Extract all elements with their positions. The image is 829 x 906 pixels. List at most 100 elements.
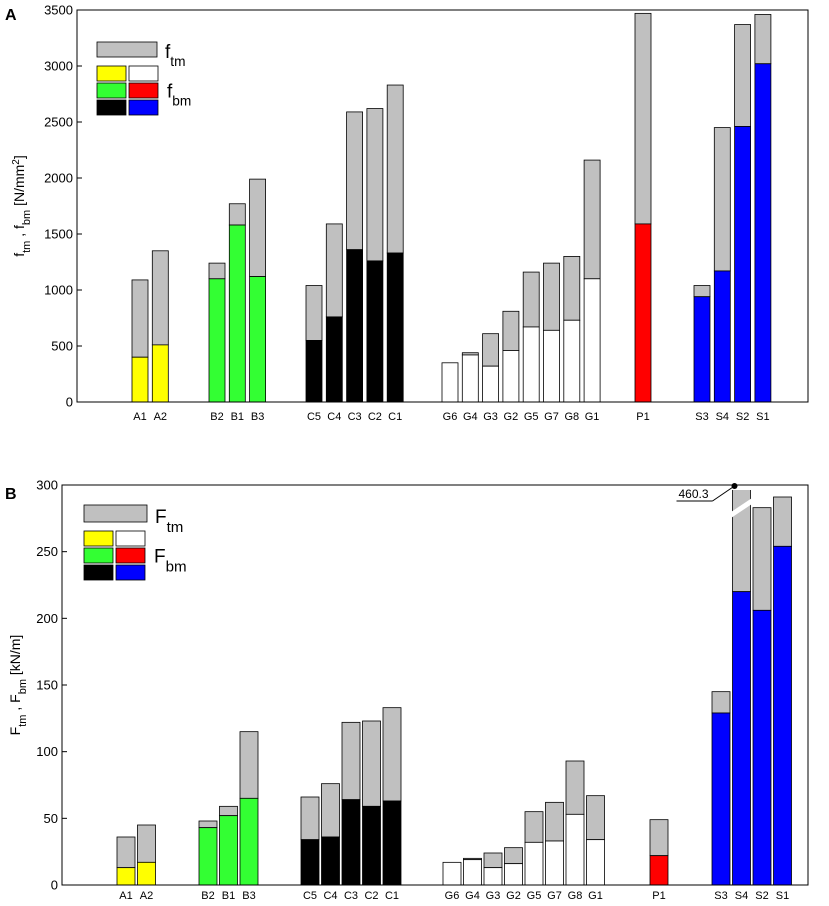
bar-ftm-c5 <box>300 796 320 841</box>
bar-ftm-g1 <box>586 795 605 841</box>
legend-swatch-c <box>83 564 114 581</box>
y-tick-label: 150 <box>36 678 58 693</box>
category-label: S2 <box>736 411 749 423</box>
category-label: P1 <box>652 890 665 902</box>
bar-ftm-g2 <box>502 310 520 351</box>
category-label: G4 <box>465 890 480 902</box>
bar-fbm-g7 <box>543 329 560 403</box>
bar-fbm-b2 <box>208 278 226 403</box>
category-label: B2 <box>210 411 223 423</box>
bar-fbm-g6 <box>441 362 459 403</box>
bar-fbm-a2 <box>137 861 156 886</box>
bar-ftm-c5 <box>305 285 323 341</box>
y-tick-label: 500 <box>51 339 73 354</box>
category-label: C1 <box>385 890 399 902</box>
category-label: G1 <box>585 411 600 423</box>
category-label: C4 <box>327 411 341 423</box>
legend-swatch-g <box>115 530 146 547</box>
legend: Ftm Fbm <box>83 504 187 581</box>
bar-fbm-g1 <box>583 278 601 403</box>
y-tick-label: 0 <box>66 395 73 410</box>
legend-label-bm: fbm <box>167 82 191 109</box>
legend-swatch-b <box>96 82 127 99</box>
bar-ftm-g5 <box>524 811 544 843</box>
bar-fbm-b3 <box>249 276 267 403</box>
y-axis-label: ftm , fbm [N/mm2] <box>11 155 34 257</box>
bar-fbm-g5 <box>524 841 544 886</box>
y-tick-label: 2500 <box>44 115 73 130</box>
category-label: G4 <box>463 411 478 423</box>
bar-ftm-g1 <box>583 159 601 280</box>
bar-ftm-c2 <box>366 108 384 262</box>
bar-ftm-b1 <box>219 805 238 817</box>
category-label: C2 <box>368 411 382 423</box>
category-label: B2 <box>201 890 214 902</box>
category-label: G6 <box>443 411 458 423</box>
category-label: C3 <box>344 890 358 902</box>
y-tick-label: 3000 <box>44 59 73 74</box>
y-tick-label: 0 <box>51 878 58 893</box>
bar-ftm-c3 <box>341 721 361 801</box>
legend-swatch-s <box>115 564 146 581</box>
category-label: G1 <box>588 890 603 902</box>
bar-fbm-c3 <box>341 799 361 886</box>
category-label: G2 <box>504 411 519 423</box>
bar-fbm-c3 <box>346 249 364 403</box>
bar-ftm-s1 <box>773 496 792 547</box>
bar-ftm-a2 <box>137 824 156 863</box>
bar-ftm-s1 <box>754 14 772 65</box>
bar-fbm-g4 <box>461 354 479 403</box>
category-label: C5 <box>303 890 317 902</box>
annotation-leader <box>712 485 735 502</box>
category-label: S4 <box>735 890 748 902</box>
category-label: G7 <box>544 411 559 423</box>
bar-fbm-c2 <box>366 260 384 403</box>
legend-swatch-p <box>128 82 159 99</box>
bar-fbm-a2 <box>151 344 169 403</box>
bar-fbm-g6 <box>442 861 462 886</box>
bar-fbm-c5 <box>300 839 320 886</box>
category-label: G6 <box>445 890 460 902</box>
category-label: G8 <box>564 411 579 423</box>
bar-fbm-b3 <box>239 797 259 886</box>
bar-fbm-a1 <box>116 867 136 886</box>
bar-fbm-g1 <box>586 839 605 886</box>
bar-fbm-s4 <box>713 270 731 403</box>
category-label: B3 <box>242 890 255 902</box>
bar-ftm-b1 <box>228 203 246 226</box>
bar-fbm-g5 <box>522 326 540 403</box>
legend-swatch-p <box>115 547 146 564</box>
legend-swatch-a <box>96 65 127 82</box>
category-label: S2 <box>755 890 768 902</box>
bar-fbm-g4 <box>463 859 482 886</box>
bar-ftm-s4 <box>713 127 731 272</box>
y-axis-label: Ftm , Fbm [kN/m] <box>7 635 29 736</box>
panel-label: A <box>5 7 17 24</box>
bar-ftm-a1 <box>131 279 149 358</box>
legend-label-bm: Fbm <box>154 547 187 576</box>
y-tick-label: 1000 <box>44 283 73 298</box>
bar-fbm-c5 <box>305 339 323 403</box>
category-label: G5 <box>527 890 542 902</box>
y-tick-label: 300 <box>36 478 58 493</box>
axis-break <box>729 497 754 519</box>
plot-frame <box>61 484 809 886</box>
bar-ftm-c4 <box>325 223 343 318</box>
category-label: S4 <box>716 411 729 423</box>
bar-ftm-g7 <box>543 262 560 331</box>
category-label: B1 <box>222 890 235 902</box>
bar-ftm-b3 <box>239 731 259 799</box>
bar-ftm-g5 <box>522 271 540 328</box>
bar-ftm-c1 <box>382 707 402 802</box>
bar-ftm-a2 <box>151 250 169 346</box>
bar-ftm-g8 <box>565 760 585 815</box>
bar-fbm-s2 <box>752 609 772 886</box>
bar-fbm-p1 <box>634 223 652 403</box>
category-label: C5 <box>307 411 321 423</box>
bars <box>131 12 772 403</box>
category-label: S1 <box>756 411 769 423</box>
bar-ftm-a1 <box>116 836 136 869</box>
bar-fbm-a1 <box>131 356 149 403</box>
bar-fbm-c1 <box>382 800 402 886</box>
